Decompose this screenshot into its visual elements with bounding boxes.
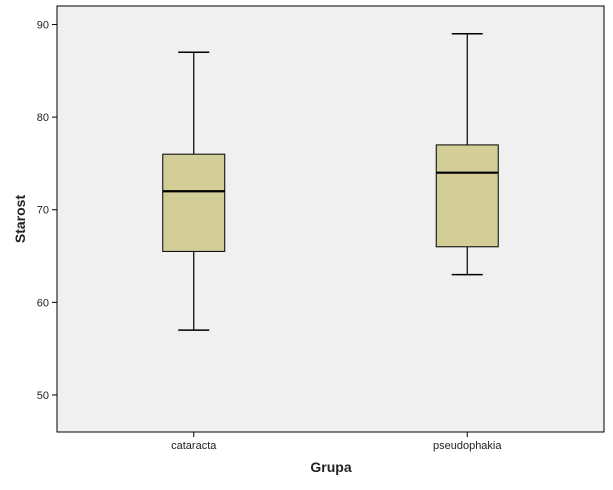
y-tick-label: 60 <box>37 297 49 309</box>
y-tick-label: 90 <box>37 20 49 32</box>
x-axis: cataracta pseudophakia <box>171 432 502 452</box>
x-tick-label: pseudophakia <box>433 440 502 452</box>
iqr-box <box>435 144 499 248</box>
iqr-box <box>162 153 226 252</box>
box-series <box>162 33 499 331</box>
y-tick-label: 70 <box>37 205 49 217</box>
y-axis: 50 60 70 80 90 <box>37 20 57 402</box>
box-pseudophakia <box>435 33 499 276</box>
y-axis-title: Starost <box>12 195 28 244</box>
x-axis-title: Grupa <box>310 459 351 475</box>
box-cataracta <box>162 51 226 331</box>
x-tick-label: cataracta <box>171 440 217 452</box>
y-tick-label: 80 <box>37 112 49 124</box>
plot-area <box>56 5 605 433</box>
y-tick-label: 50 <box>37 390 49 402</box>
